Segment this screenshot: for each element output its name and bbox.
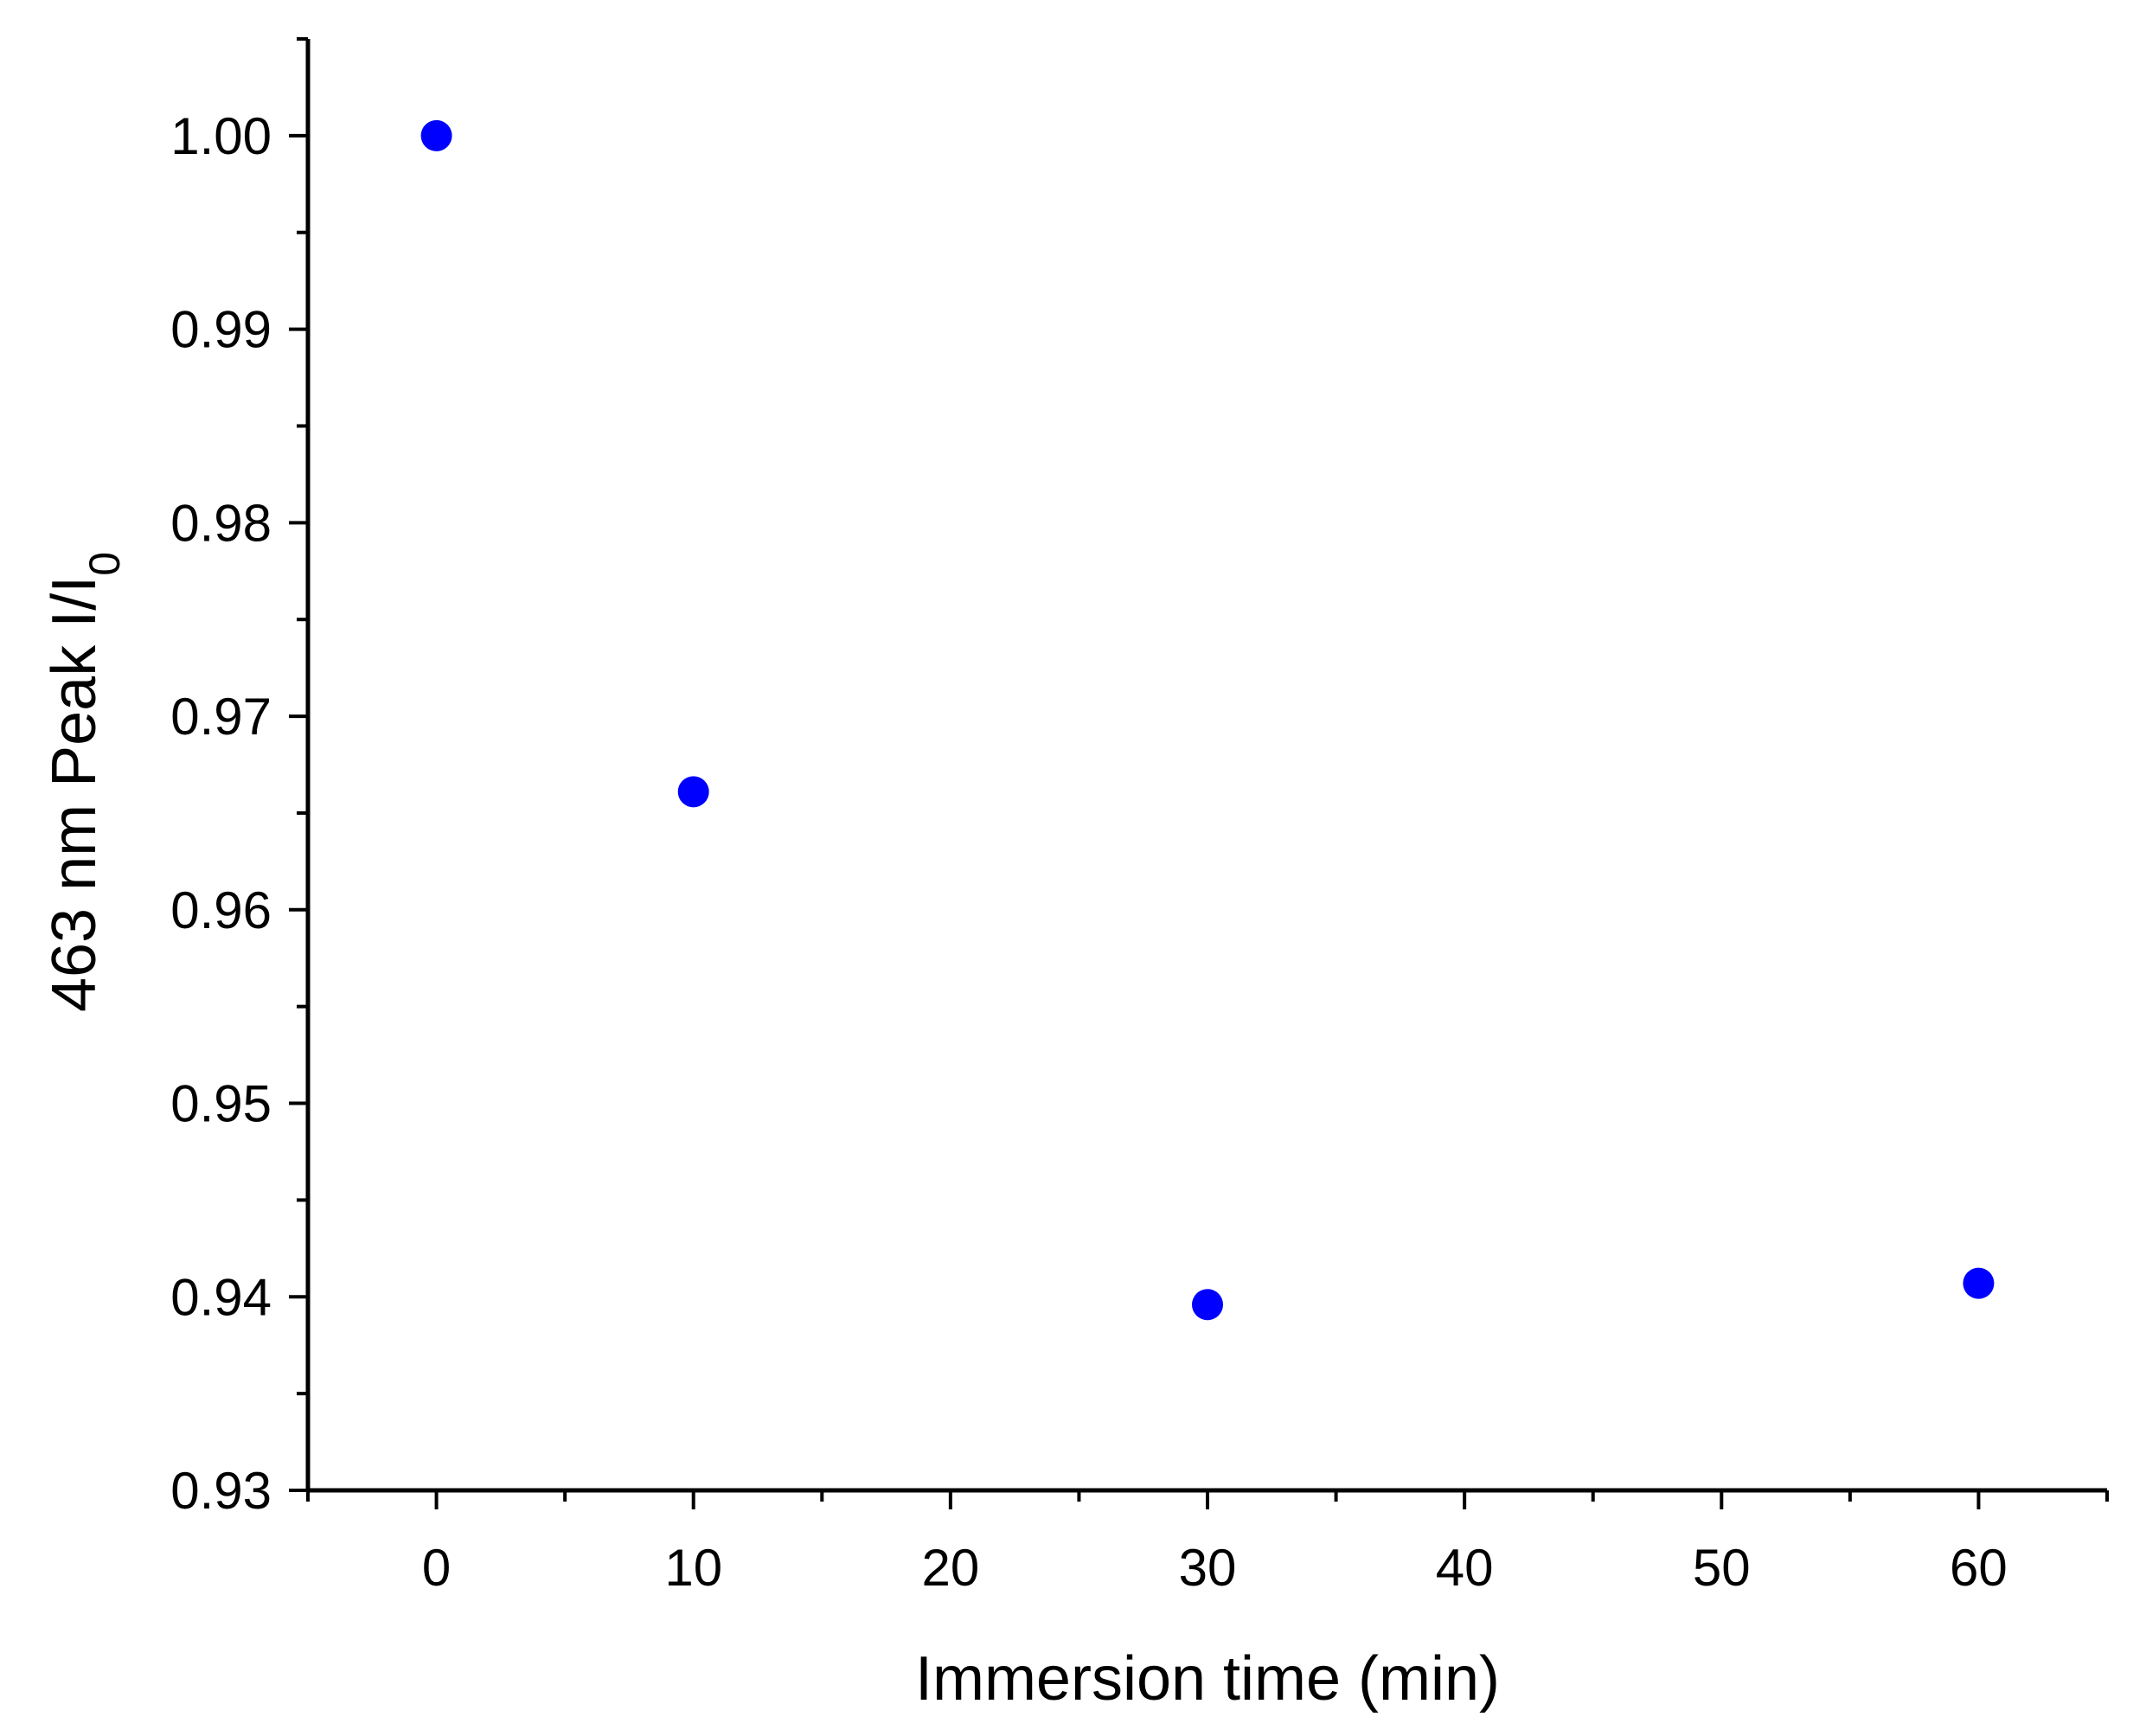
data-point bbox=[1192, 1289, 1223, 1320]
y-tick-label: 0.98 bbox=[170, 494, 272, 552]
x-axis-title: Immersion time (min) bbox=[915, 1644, 1500, 1714]
y-tick-label: 0.95 bbox=[170, 1075, 272, 1133]
y-axis-title-main: 463 nm Peak I/I bbox=[40, 576, 109, 1012]
tick-labels: 0 10 20 30 40 50 60 0.93 0.94 0.95 0.96 0.97 0.98 0.9… bbox=[170, 107, 2008, 1597]
y-axis-title-subscript: 0 bbox=[80, 552, 129, 576]
y-axis-title: 463 nm Peak I/I0 bbox=[40, 552, 129, 1012]
x-tick-label: 20 bbox=[921, 1539, 979, 1597]
y-tick-label: 0.93 bbox=[170, 1462, 272, 1520]
x-tick-label: 50 bbox=[1693, 1539, 1751, 1597]
x-tick-label: 40 bbox=[1436, 1539, 1494, 1597]
y-tick-label: 0.99 bbox=[170, 301, 272, 359]
data-point bbox=[1963, 1268, 1994, 1299]
x-tick-label: 0 bbox=[422, 1539, 451, 1597]
axes bbox=[306, 39, 2107, 1492]
y-tick-label: 1.00 bbox=[170, 107, 272, 165]
y-tick-label: 0.94 bbox=[170, 1268, 272, 1326]
ticks bbox=[289, 39, 2107, 1509]
x-tick-label: 60 bbox=[1950, 1539, 2008, 1597]
data-point bbox=[678, 776, 709, 807]
data-point bbox=[421, 120, 452, 151]
data-points bbox=[421, 120, 1995, 1320]
y-tick-label: 0.96 bbox=[170, 881, 272, 939]
x-tick-label: 10 bbox=[664, 1539, 722, 1597]
y-tick-label: 0.97 bbox=[170, 688, 272, 746]
x-tick-label: 30 bbox=[1179, 1539, 1237, 1597]
